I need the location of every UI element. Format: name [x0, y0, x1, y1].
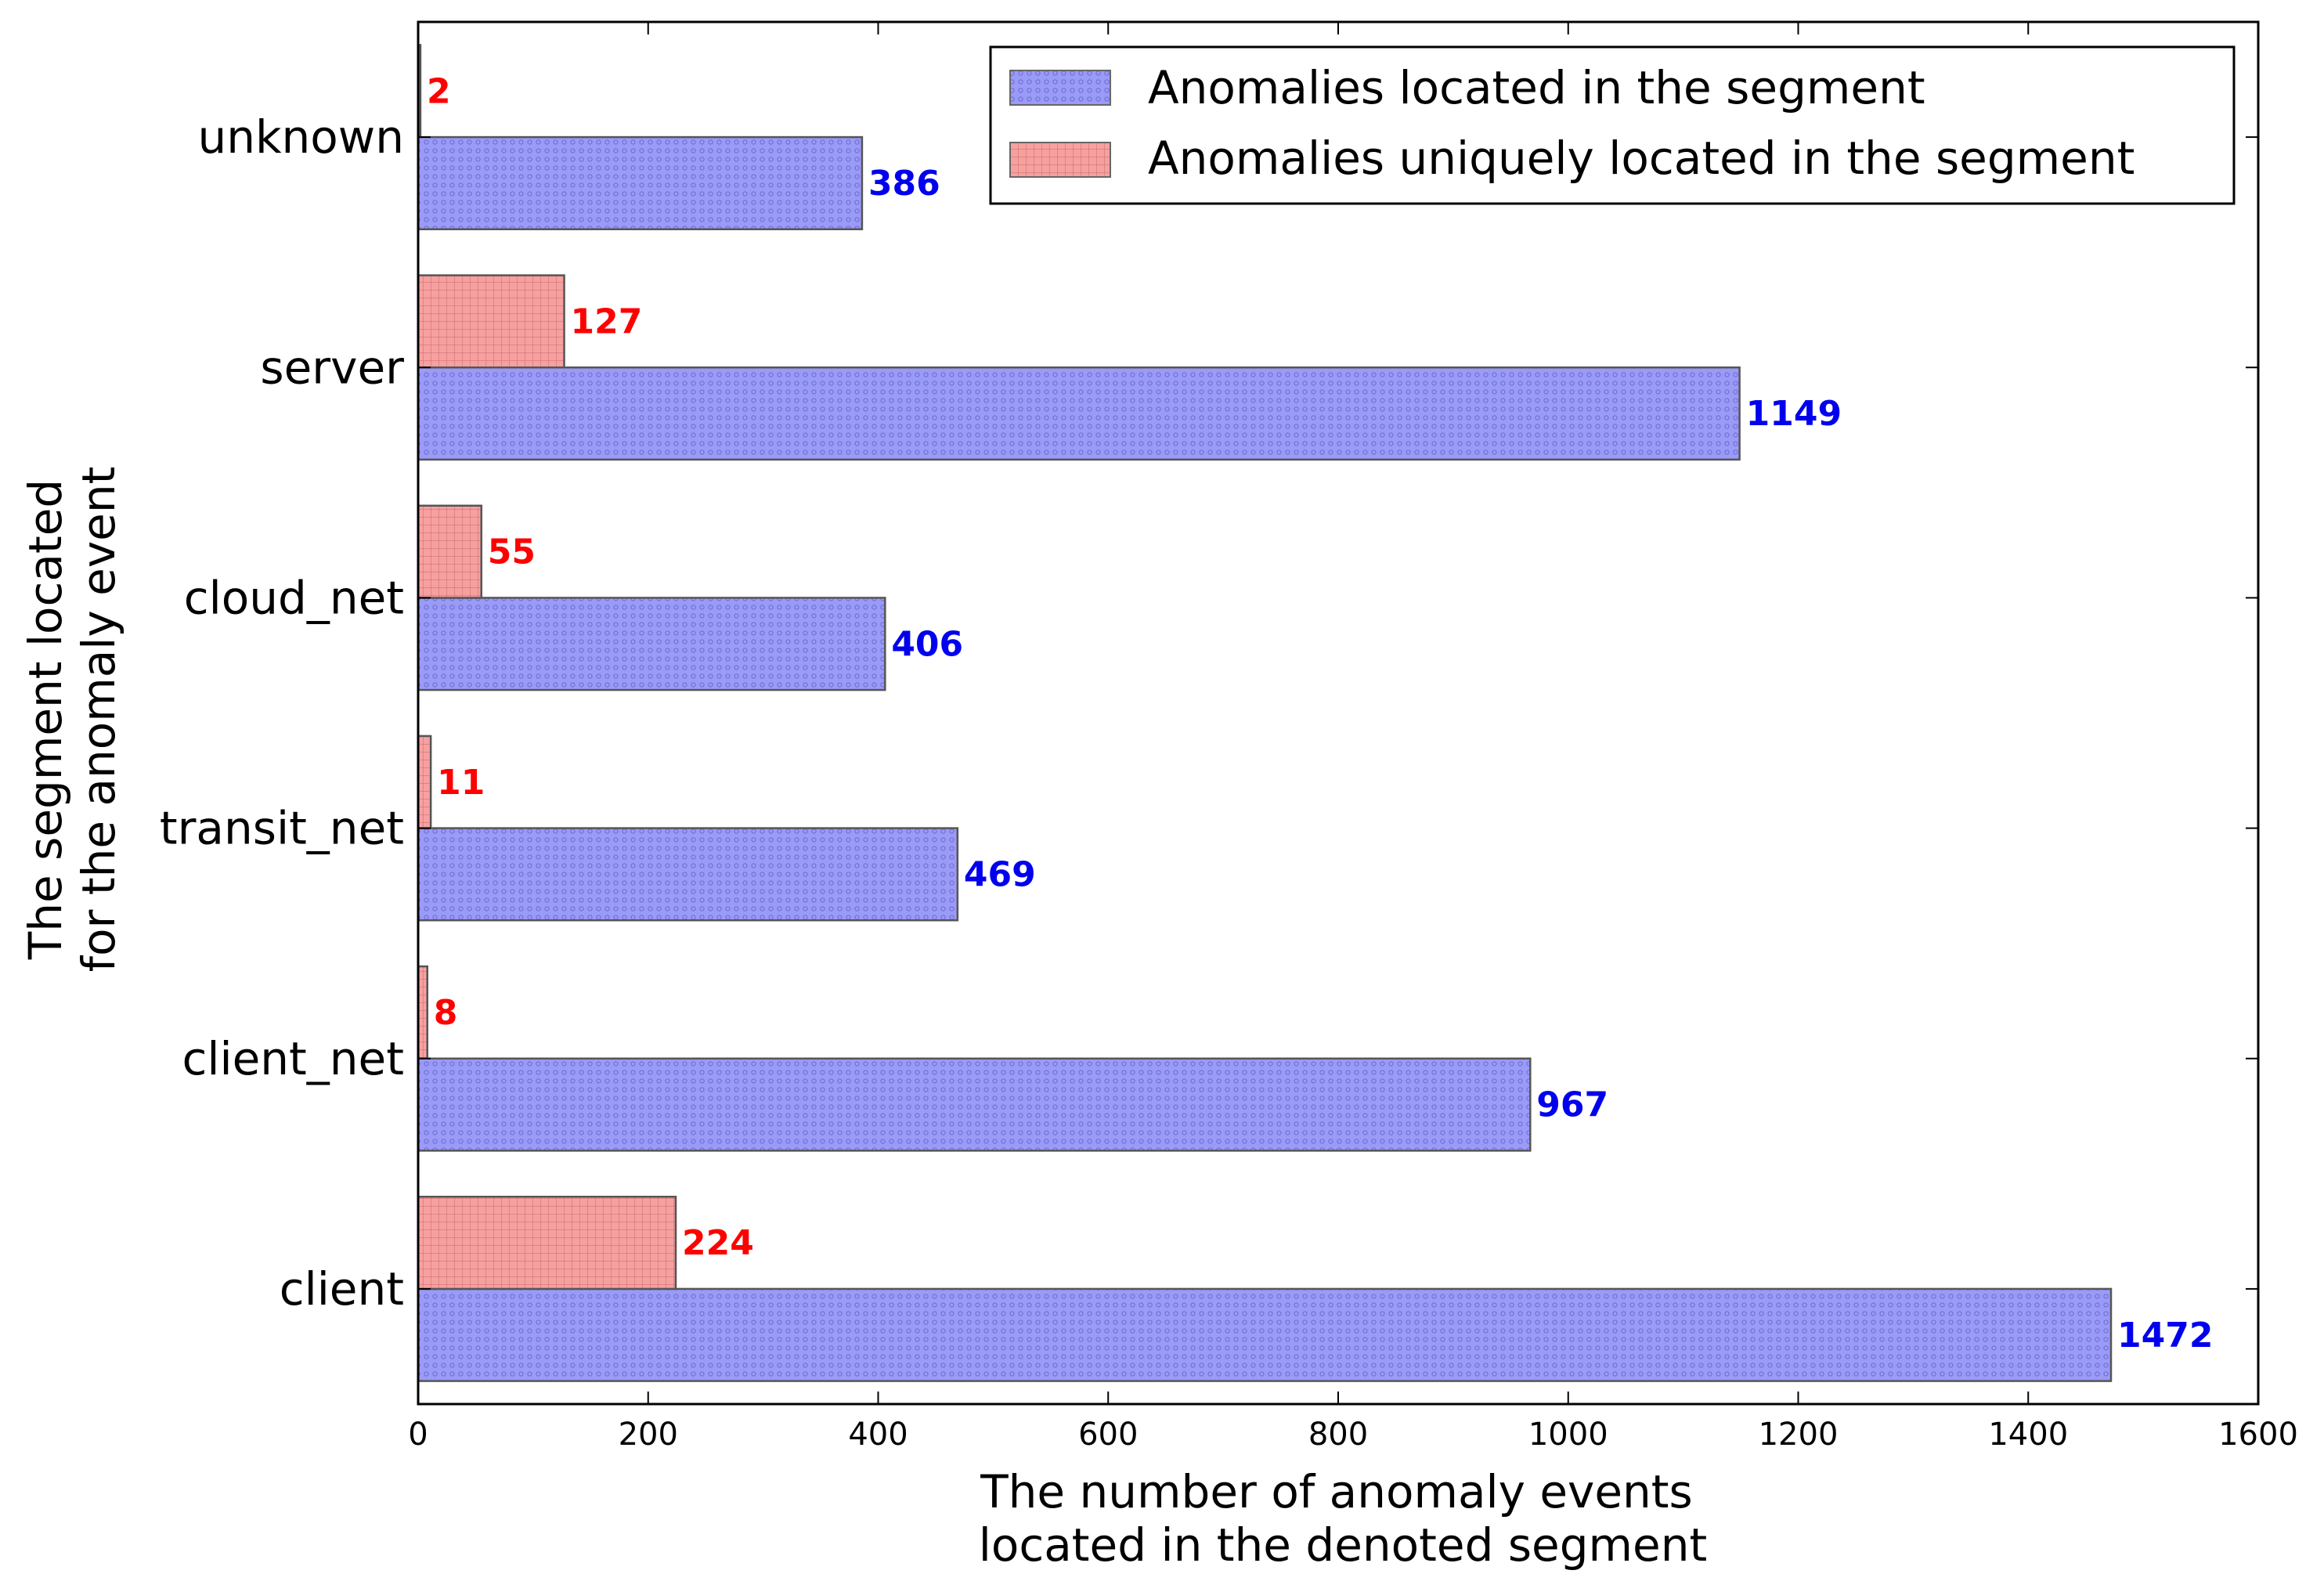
bar-cloud-net-uniquely-located	[417, 504, 483, 599]
data-label-transit-net-located: 469	[964, 854, 1036, 894]
x-tick-label-800: 800	[1308, 1417, 1368, 1453]
y-tick-label-server: server	[260, 341, 404, 394]
data-labels-layer: 1472 224 967 8 469 11 406 55 1149 127 386 2	[427, 71, 2214, 1356]
y-tick-label-cloud-net: cloud_net	[184, 571, 404, 624]
bar-unknown-located	[417, 135, 864, 230]
x-tick-label-600: 600	[1078, 1417, 1138, 1453]
y-axis-title-line-2: for the anomaly event	[72, 467, 125, 973]
ticks-layer: client client_net transit_net cloud_net serv…	[160, 22, 2298, 1453]
x-tick-label-200: 200	[619, 1417, 678, 1453]
bar-cloud-net-located	[417, 597, 886, 691]
legend-box	[989, 45, 2236, 205]
data-label-client-uniquely-located: 224	[682, 1223, 754, 1263]
bar-transit-net-located	[417, 827, 959, 922]
bar-client-net-located	[417, 1057, 1532, 1152]
y-tick-label-unknown: unknown	[197, 110, 404, 164]
bar-server-uniquely-located	[417, 274, 565, 369]
data-label-transit-net-uniquely-located: 11	[437, 763, 485, 803]
x-tick-label-1200: 1200	[1759, 1417, 1839, 1453]
bars-layer	[417, 44, 2113, 1382]
data-label-cloud-net-uniquely-located: 55	[488, 532, 536, 572]
x-tick-label-400: 400	[848, 1417, 908, 1453]
y-tick-label-client-net: client_net	[182, 1032, 405, 1085]
x-tick-label-1000: 1000	[1528, 1417, 1608, 1453]
bar-client-located	[417, 1287, 2113, 1382]
y-tick-label-client: client	[280, 1262, 404, 1316]
legend: Anomalies located in the segment Anomali…	[989, 45, 2236, 205]
legend-swatch-located	[1009, 70, 1111, 106]
bar-client-net-uniquely-located	[417, 965, 428, 1060]
legend-swatch-uniquely-located	[1009, 142, 1111, 178]
x-tick-label-1600: 1600	[2218, 1417, 2298, 1453]
data-label-unknown-uniquely-located: 2	[427, 71, 451, 111]
y-tick-label-transit-net: transit_net	[160, 802, 404, 855]
data-label-client-net-uniquely-located: 8	[434, 993, 458, 1033]
bar-transit-net-uniquely-located	[417, 735, 432, 829]
legend-label-uniquely-located: Anomalies uniquely located in the segmen…	[1148, 132, 2135, 185]
y-axis-title-line-1: The segment located	[19, 479, 72, 960]
x-axis-title-line-1: The number of anomaly events	[980, 1465, 1693, 1518]
data-label-server-located: 1149	[1746, 394, 1842, 434]
x-tick-label-0: 0	[408, 1417, 428, 1453]
bar-client-uniquely-located	[417, 1196, 677, 1291]
data-label-unknown-located: 386	[868, 164, 940, 204]
x-axis-title-line-2: located in the denoted segment	[979, 1518, 1707, 1572]
legend-label-located: Anomalies located in the segment	[1148, 61, 1925, 114]
data-label-cloud-net-located: 406	[891, 624, 963, 664]
x-tick-label-1400: 1400	[1988, 1417, 2068, 1453]
bar-server-located	[417, 366, 1741, 461]
data-label-client-net-located: 967	[1536, 1085, 1608, 1125]
data-label-client-located: 1472	[2117, 1316, 2213, 1356]
data-label-server-uniquely-located: 127	[571, 301, 643, 341]
